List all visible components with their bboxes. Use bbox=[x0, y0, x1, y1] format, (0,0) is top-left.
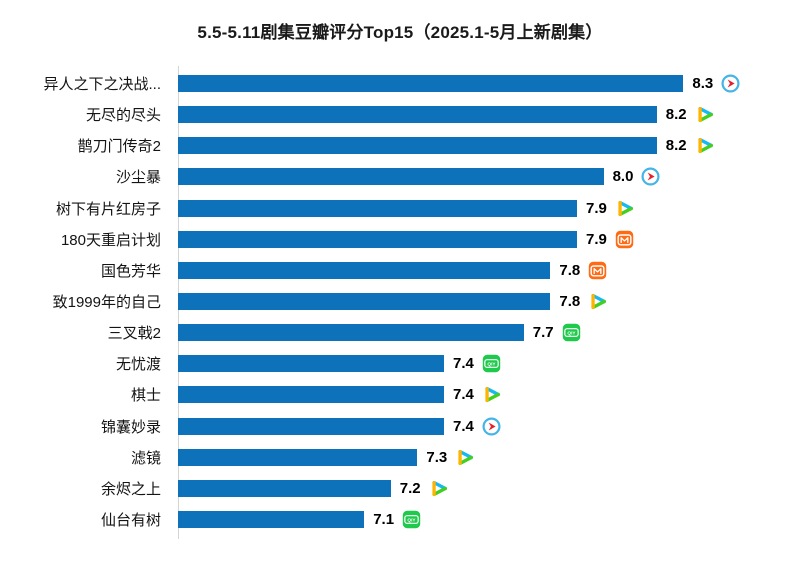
rating-bar bbox=[178, 355, 444, 373]
chart-row: 余烬之上 7.2 bbox=[0, 473, 800, 504]
rating-bar bbox=[178, 479, 391, 497]
chart-row: 锦囊妙录 7.4 bbox=[0, 411, 800, 442]
rating-value: 8.2 bbox=[665, 106, 687, 124]
bar-zone: 7.8 bbox=[170, 255, 800, 286]
category-label: 棋士 bbox=[130, 387, 161, 405]
rating-value: 7.8 bbox=[559, 261, 581, 279]
rating-value: 7.7 bbox=[532, 324, 554, 342]
category-label: 树下有片红房子 bbox=[55, 200, 161, 218]
iqiyi-icon: QIY bbox=[402, 510, 421, 529]
tencent-video-icon bbox=[615, 199, 634, 218]
category-label: 异人之下之决战... bbox=[43, 76, 161, 94]
chart-row: 无忧渡 7.4 QIY bbox=[0, 348, 800, 379]
rating-value: 7.4 bbox=[453, 417, 474, 435]
category-label: 锦囊妙录 bbox=[100, 418, 161, 436]
rating-bar bbox=[178, 417, 444, 435]
rating-bar bbox=[178, 199, 577, 217]
rating-value: 7.4 bbox=[453, 355, 474, 373]
chart-row: 沙尘暴 8.0 bbox=[0, 161, 800, 192]
rating-bar bbox=[178, 324, 524, 342]
bar-zone: 7.9 bbox=[170, 193, 800, 224]
rating-bar bbox=[178, 137, 657, 155]
chart-row: 无尽的尽头 8.2 bbox=[0, 99, 800, 130]
chart-row: 180天重启计划 7.9 bbox=[0, 224, 800, 255]
category-label: 致1999年的自己 bbox=[52, 294, 161, 312]
bar-zone: 7.8 bbox=[170, 286, 800, 317]
bar-zone: 7.1 QIY bbox=[170, 504, 800, 535]
tencent-video-icon bbox=[695, 136, 714, 155]
tencent-video-icon bbox=[429, 479, 448, 498]
rating-value: 7.1 bbox=[373, 511, 395, 529]
category-label: 沙尘暴 bbox=[115, 169, 161, 187]
bar-zone: 8.3 bbox=[170, 68, 800, 99]
rating-value: 7.2 bbox=[399, 479, 421, 497]
category-label: 无尽的尽头 bbox=[85, 107, 161, 125]
bar-zone: 7.4 bbox=[170, 379, 800, 410]
rating-bar bbox=[178, 448, 418, 466]
tencent-video-icon bbox=[695, 105, 714, 124]
category-label: 滤镜 bbox=[130, 449, 161, 467]
rating-bar bbox=[178, 168, 604, 186]
rating-value: 8.3 bbox=[692, 75, 714, 93]
bar-zone: 8.0 bbox=[170, 161, 800, 192]
category-label: 三叉戟2 bbox=[107, 325, 161, 343]
chart-row: 树下有片红房子 7.9 bbox=[0, 193, 800, 224]
rating-value: 8.0 bbox=[612, 168, 634, 186]
rating-bar bbox=[178, 261, 551, 279]
rating-value: 7.9 bbox=[586, 230, 607, 248]
bar-zone: 7.4 QIY bbox=[170, 348, 800, 379]
chart-row: 致1999年的自己 7.8 bbox=[0, 286, 800, 317]
chart-row: 异人之下之决战... 8.3 bbox=[0, 68, 800, 99]
tencent-video-icon bbox=[455, 448, 474, 467]
tencent-video-icon bbox=[482, 385, 501, 404]
bar-zone: 8.2 bbox=[170, 130, 800, 161]
youku-icon bbox=[482, 417, 501, 436]
bar-zone: 7.9 bbox=[170, 224, 800, 255]
rating-value: 7.9 bbox=[586, 199, 607, 217]
category-label: 180天重启计划 bbox=[60, 231, 161, 249]
category-label: 余烬之上 bbox=[100, 480, 161, 498]
youku-icon bbox=[721, 74, 740, 93]
bar-zone: 7.2 bbox=[170, 473, 800, 504]
chart-row: 滤镜 7.3 bbox=[0, 442, 800, 473]
chart-row: 棋士 7.4 bbox=[0, 379, 800, 410]
tencent-video-icon bbox=[588, 292, 607, 311]
svg-text:QIY: QIY bbox=[567, 331, 576, 337]
svg-text:QIY: QIY bbox=[487, 362, 496, 368]
rating-bar bbox=[178, 75, 684, 93]
chart-row: 国色芳华 7.8 bbox=[0, 255, 800, 286]
bar-zone: 7.7 QIY bbox=[170, 317, 800, 348]
youku-icon bbox=[641, 167, 660, 187]
bar-zone: 7.3 bbox=[170, 442, 800, 473]
chart-row: 三叉戟2 7.7 QIY bbox=[0, 317, 800, 348]
rating-value: 7.4 bbox=[453, 386, 474, 404]
category-label: 鹊刀门传奇2 bbox=[77, 138, 161, 156]
mango-tv-icon bbox=[615, 230, 634, 249]
svg-text:QIY: QIY bbox=[407, 518, 416, 524]
category-label: 无忧渡 bbox=[115, 356, 161, 374]
rating-value: 7.8 bbox=[559, 293, 581, 311]
bar-zone: 8.2 bbox=[170, 99, 800, 130]
chart-title: 5.5-5.11剧集豆瓣评分Top15（2025.1-5月上新剧集） bbox=[197, 23, 603, 42]
rating-bar bbox=[178, 293, 551, 311]
category-label: 国色芳华 bbox=[100, 262, 161, 280]
rating-bar bbox=[178, 511, 365, 529]
category-label: 仙台有树 bbox=[100, 512, 161, 530]
rating-bar bbox=[178, 230, 577, 248]
iqiyi-icon: QIY bbox=[482, 354, 501, 373]
bar-zone: 7.4 bbox=[170, 411, 800, 442]
rating-value: 8.2 bbox=[665, 137, 687, 155]
chart-row: 仙台有树 7.1 QIY bbox=[0, 504, 800, 535]
chart-row: 鹊刀门传奇2 8.2 bbox=[0, 130, 800, 161]
iqiyi-icon: QIY bbox=[562, 323, 581, 342]
bar-chart: 异人之下之决战... 8.3 无尽的尽头 8.2 鹊刀门传奇2 8.2 沙尘暴 8.0 树下有片… bbox=[0, 68, 800, 535]
rating-value: 7.3 bbox=[426, 448, 448, 466]
rating-bar bbox=[178, 386, 444, 404]
mango-tv-icon bbox=[588, 261, 607, 280]
rating-bar bbox=[178, 106, 657, 124]
